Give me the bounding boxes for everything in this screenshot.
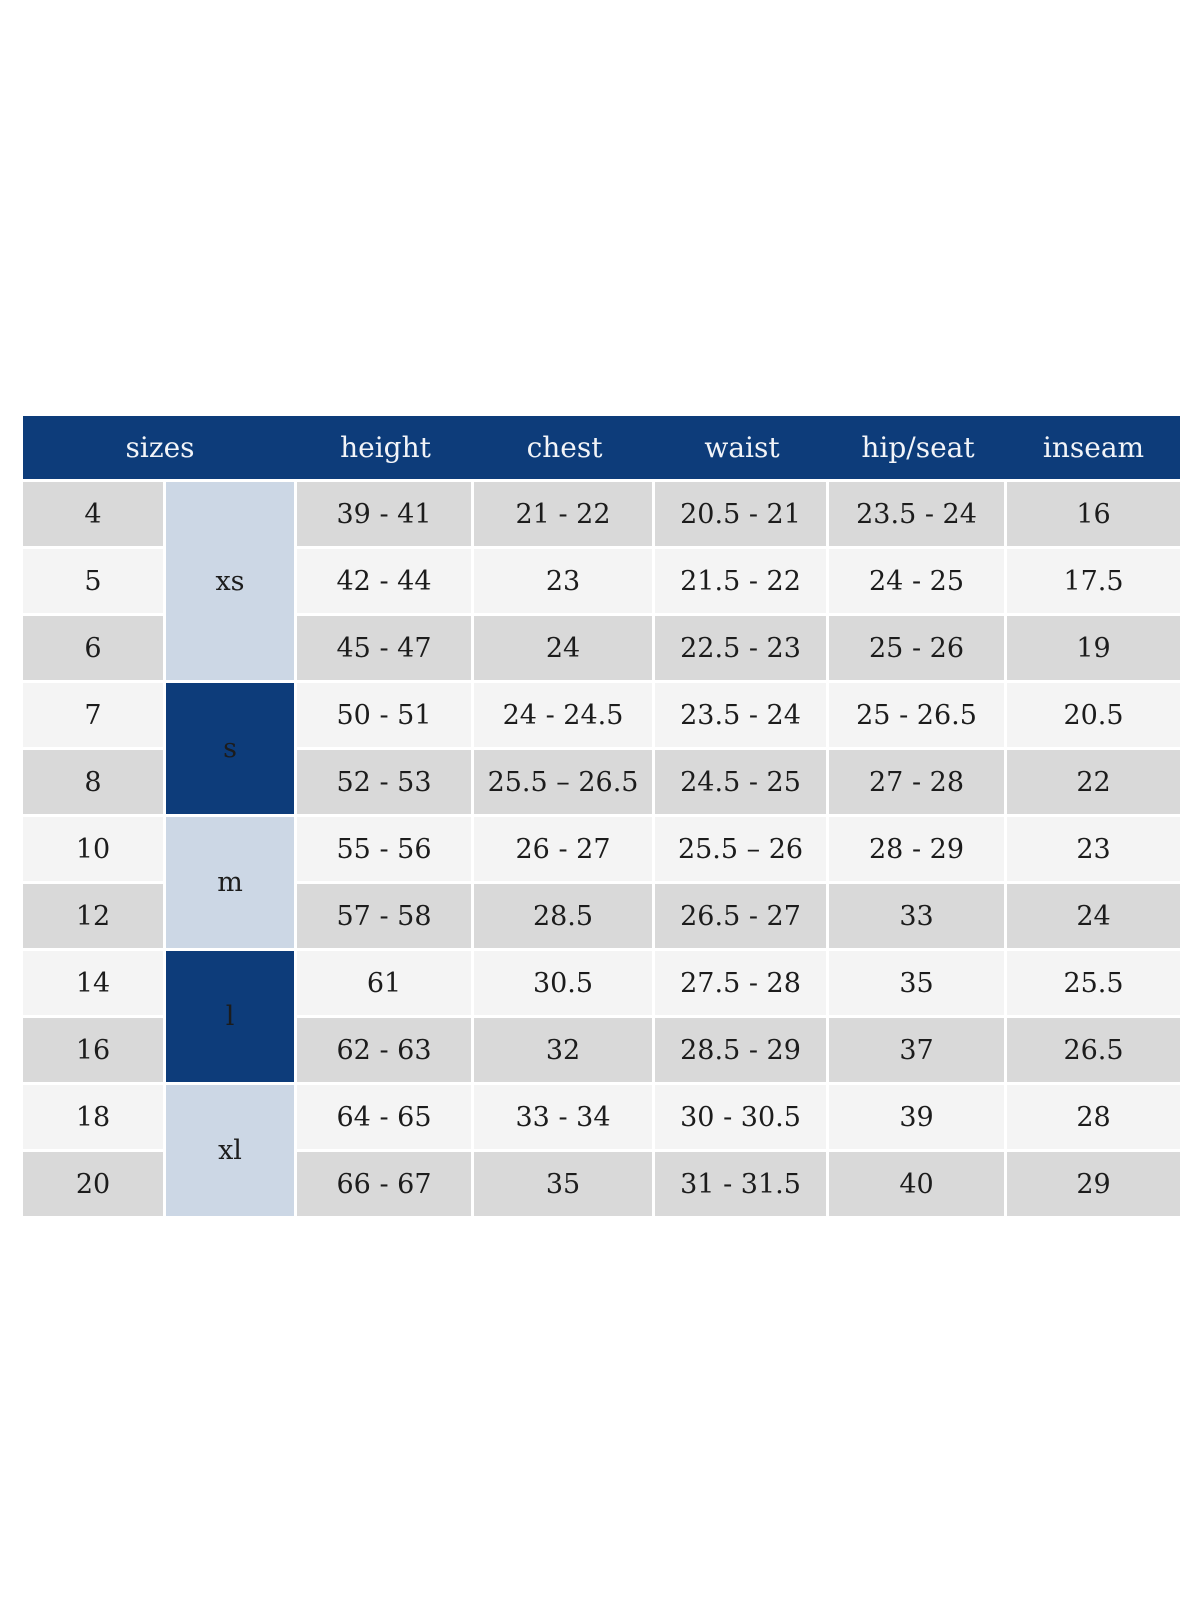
column-header-sizes: sizes xyxy=(23,416,298,482)
inseam-cell: 28 xyxy=(1007,1085,1181,1152)
table-row-size-7: 7 s 50 - 51 24 - 24.5 23.5 - 24 25 - 26.5 20.5 xyxy=(23,683,1181,817)
inseam-cell: 25.5 xyxy=(1007,951,1181,1018)
inseam-cell: 20.5 xyxy=(1007,683,1181,750)
waist-cell: 21.5 - 22 xyxy=(655,549,830,616)
chest-cell: 32 xyxy=(474,1018,656,1085)
waist-cell: 27.5 - 28 xyxy=(655,951,830,1018)
height-cell: 52 - 53 xyxy=(297,750,475,817)
waist-cell: 28.5 - 29 xyxy=(655,1018,830,1085)
chest-cell: 35 xyxy=(474,1152,656,1219)
table-row-size-6: 6 45 - 47 24 22.5 - 23 25 - 26 19 xyxy=(23,616,1181,683)
inseam-cell: 24 xyxy=(1007,884,1181,951)
hip-seat-cell: 23.5 - 24 xyxy=(829,482,1008,549)
waist-cell: 26.5 - 27 xyxy=(655,884,830,951)
size-number-cell: 10 xyxy=(23,817,166,884)
column-header-hip-seat: hip/seat xyxy=(829,416,1008,482)
size-number-cell: 5 xyxy=(23,549,166,616)
hip-seat-cell: 40 xyxy=(829,1152,1008,1219)
column-header-chest: chest xyxy=(474,416,656,482)
size-number-cell: 4 xyxy=(23,482,166,549)
chest-cell: 23 xyxy=(474,549,656,616)
inseam-cell: 23 xyxy=(1007,817,1181,884)
waist-cell: 24.5 - 25 xyxy=(655,750,830,817)
inseam-cell: 26.5 xyxy=(1007,1018,1181,1085)
inseam-cell: 16 xyxy=(1007,482,1181,549)
hip-seat-cell: 25 - 26.5 xyxy=(829,683,1008,750)
table-row-size-12: 12 57 - 58 28.5 26.5 - 27 33 24 xyxy=(23,884,1181,951)
table-row-size-14: 14 l 61 30.5 27.5 - 28 35 25.5 xyxy=(23,951,1181,1085)
height-cell: 42 - 44 xyxy=(297,549,475,616)
hip-seat-cell: 39 xyxy=(829,1085,1008,1152)
inseam-cell: 19 xyxy=(1007,616,1181,683)
height-cell: 55 - 56 xyxy=(297,817,475,884)
height-cell: 45 - 47 xyxy=(297,616,475,683)
chest-cell: 33 - 34 xyxy=(474,1085,656,1152)
chest-cell: 25.5 – 26.5 xyxy=(474,750,656,817)
header-row: sizes height chest waist hip/seat inseam xyxy=(23,416,1181,482)
waist-cell: 20.5 - 21 xyxy=(655,482,830,549)
hip-seat-cell: 35 xyxy=(829,951,1008,1018)
column-header-inseam: inseam xyxy=(1007,416,1181,482)
waist-cell: 30 - 30.5 xyxy=(655,1085,830,1152)
height-cell: 66 - 67 xyxy=(297,1152,475,1219)
waist-cell: 31 - 31.5 xyxy=(655,1152,830,1219)
size-group-cell-s: s xyxy=(166,683,298,817)
chest-cell: 24 - 24.5 xyxy=(474,683,656,750)
size-number-cell: 20 xyxy=(23,1152,166,1219)
height-cell: 57 - 58 xyxy=(297,884,475,951)
inseam-cell: 22 xyxy=(1007,750,1181,817)
column-header-height: height xyxy=(297,416,475,482)
chest-cell: 28.5 xyxy=(474,884,656,951)
size-number-cell: 16 xyxy=(23,1018,166,1085)
size-number-cell: 12 xyxy=(23,884,166,951)
table-row-size-18: 18 xl 64 - 65 33 - 34 30 - 30.5 39 28 xyxy=(23,1085,1181,1219)
size-group-cell-l: l xyxy=(166,951,298,1085)
height-cell: 62 - 63 xyxy=(297,1018,475,1085)
hip-seat-cell: 33 xyxy=(829,884,1008,951)
table-row-size-20: 20 66 - 67 35 31 - 31.5 40 29 xyxy=(23,1152,1181,1219)
size-group-cell-m: m xyxy=(166,817,298,951)
table-row-size-10: 10 m 55 - 56 26 - 27 25.5 – 26 28 - 29 23 xyxy=(23,817,1181,951)
inseam-cell: 17.5 xyxy=(1007,549,1181,616)
inseam-cell: 29 xyxy=(1007,1152,1181,1219)
waist-cell: 23.5 - 24 xyxy=(655,683,830,750)
size-number-cell: 6 xyxy=(23,616,166,683)
height-cell: 64 - 65 xyxy=(297,1085,475,1152)
size-number-cell: 8 xyxy=(23,750,166,817)
chest-cell: 30.5 xyxy=(474,951,656,1018)
table-row-size-16: 16 62 - 63 32 28.5 - 29 37 26.5 xyxy=(23,1018,1181,1085)
column-header-waist: waist xyxy=(655,416,830,482)
size-number-cell: 7 xyxy=(23,683,166,750)
size-chart-table: sizes height chest waist hip/seat inseam… xyxy=(23,416,1181,1219)
table-row-size-4: 4 xs 39 - 41 21 - 22 20.5 - 21 23.5 - 24 16 xyxy=(23,482,1181,683)
waist-cell: 25.5 – 26 xyxy=(655,817,830,884)
size-group-cell-xs: xs xyxy=(166,482,298,683)
size-group-cell-xl: xl xyxy=(166,1085,298,1219)
chest-cell: 21 - 22 xyxy=(474,482,656,549)
height-cell: 61 xyxy=(297,951,475,1018)
hip-seat-cell: 37 xyxy=(829,1018,1008,1085)
table-row-size-8: 8 52 - 53 25.5 – 26.5 24.5 - 25 27 - 28 22 xyxy=(23,750,1181,817)
size-number-cell: 18 xyxy=(23,1085,166,1152)
height-cell: 50 - 51 xyxy=(297,683,475,750)
hip-seat-cell: 24 - 25 xyxy=(829,549,1008,616)
height-cell: 39 - 41 xyxy=(297,482,475,549)
hip-seat-cell: 27 - 28 xyxy=(829,750,1008,817)
chest-cell: 24 xyxy=(474,616,656,683)
table-row-size-5: 5 42 - 44 23 21.5 - 22 24 - 25 17.5 xyxy=(23,549,1181,616)
hip-seat-cell: 25 - 26 xyxy=(829,616,1008,683)
chest-cell: 26 - 27 xyxy=(474,817,656,884)
waist-cell: 22.5 - 23 xyxy=(655,616,830,683)
table-body: 4 xs 39 - 41 21 - 22 20.5 - 21 23.5 - 24 16 5 42… xyxy=(23,482,1181,1219)
hip-seat-cell: 28 - 29 xyxy=(829,817,1008,884)
size-number-cell: 14 xyxy=(23,951,166,1018)
